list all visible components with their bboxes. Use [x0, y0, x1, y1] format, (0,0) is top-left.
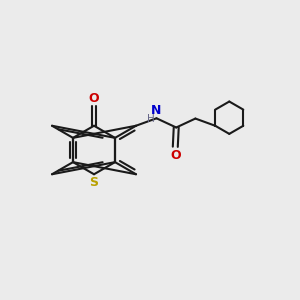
Text: N: N	[151, 104, 162, 117]
Text: O: O	[89, 92, 99, 105]
Text: H: H	[147, 114, 154, 124]
Text: S: S	[89, 176, 98, 189]
Text: O: O	[170, 148, 181, 162]
